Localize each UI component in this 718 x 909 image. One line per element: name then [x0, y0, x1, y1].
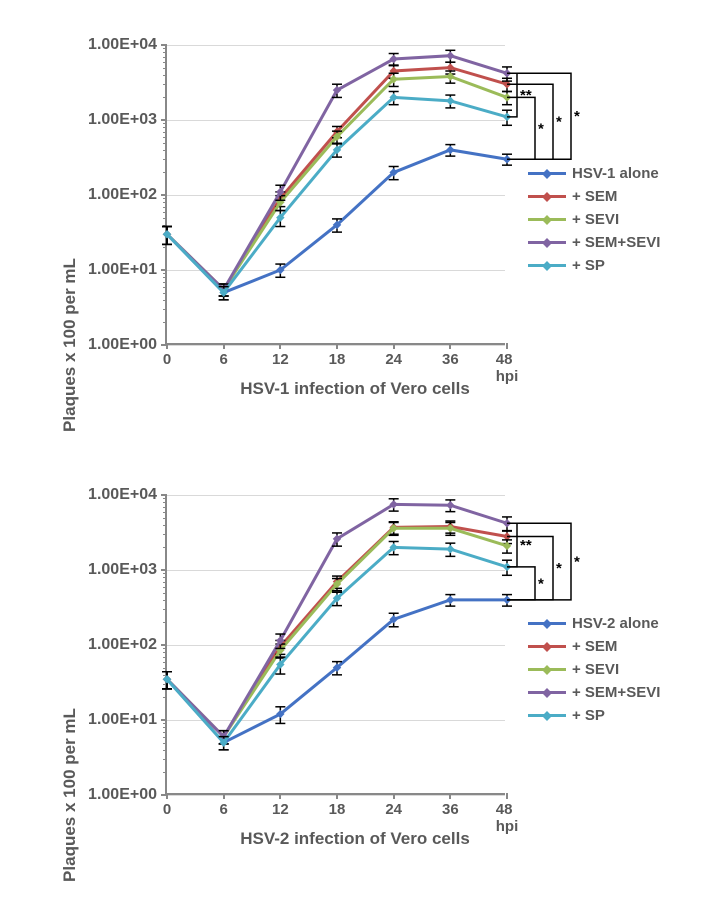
- legend-item-alone: HSV-2 alone: [528, 615, 660, 632]
- legend-line: [528, 691, 566, 694]
- chart-panel-bottom: 1.00E+00 1.00E+01 1.00E+02 1.00E+03 1.00E+04…: [40, 470, 670, 850]
- x-tick-label: 36: [442, 801, 459, 818]
- legend-marker-icon: [542, 169, 552, 179]
- significance-label: *: [574, 108, 580, 125]
- significance-label: *: [556, 560, 562, 577]
- legend-label: + SEM+SEVI: [572, 684, 660, 701]
- legend-item-sp: + SP: [528, 257, 660, 274]
- x-tick-label: 12: [272, 801, 289, 818]
- x-tick-label: 0: [163, 351, 171, 368]
- y-tick-label: 1.00E+03: [88, 111, 157, 129]
- legend-marker-icon: [542, 215, 552, 225]
- x-tick-label: 24: [385, 351, 402, 368]
- significance-bracket: [507, 73, 517, 117]
- y-tick-label: 1.00E+03: [88, 561, 157, 579]
- y-axis-title: Plaques x 100 per mL: [60, 258, 80, 432]
- x-tick-label: 18: [329, 801, 346, 818]
- legend-line: [528, 195, 566, 198]
- series-svg: [167, 495, 507, 795]
- legend: HSV-1 alone + SEM + SEVI + SEM+SEVI + SP: [528, 165, 660, 280]
- legend-marker-icon: [542, 711, 552, 721]
- legend-marker-icon: [542, 688, 552, 698]
- legend-item-semsevi: + SEM+SEVI: [528, 234, 660, 251]
- legend-line: [528, 264, 566, 267]
- legend-label: + SEVI: [572, 661, 619, 678]
- legend-marker-icon: [542, 192, 552, 202]
- y-tick-label: 1.00E+02: [88, 636, 157, 654]
- x-tick-label: 48 hpi: [496, 351, 519, 385]
- legend-marker-icon: [542, 642, 552, 652]
- series-marker: [446, 501, 454, 509]
- y-tick-label: 1.00E+00: [88, 336, 157, 354]
- x-tick-label: 36: [442, 351, 459, 368]
- series-svg: [167, 45, 507, 345]
- legend-marker-icon: [542, 619, 552, 629]
- series-line-sem: [167, 527, 507, 737]
- x-axis-title: HSV-1 infection of Vero cells: [240, 379, 470, 399]
- series-line-sevi: [167, 77, 507, 290]
- x-tick-label: 0: [163, 801, 171, 818]
- y-tick-label: 1.00E+02: [88, 186, 157, 204]
- y-tick-label: 1.00E+01: [88, 261, 157, 279]
- legend-marker-icon: [542, 665, 552, 675]
- legend-label: + SP: [572, 257, 605, 274]
- x-tick-label: 6: [219, 351, 227, 368]
- legend-item-sem: + SEM: [528, 188, 660, 205]
- legend-line: [528, 645, 566, 648]
- legend-item-alone: HSV-1 alone: [528, 165, 660, 182]
- significance-label: *: [538, 120, 544, 137]
- y-axis-title: Plaques x 100 per mL: [60, 708, 80, 882]
- x-tick-label: 48 hpi: [496, 801, 519, 835]
- significance-bracket: [507, 97, 535, 159]
- y-tick-label: 1.00E+04: [88, 486, 157, 504]
- legend-item-sp: + SP: [528, 707, 660, 724]
- y-tick-label: 1.00E+04: [88, 36, 157, 54]
- y-tick-label: 1.00E+00: [88, 786, 157, 804]
- series-marker: [446, 596, 454, 604]
- legend-label: HSV-1 alone: [572, 165, 659, 182]
- significance-label: *: [574, 554, 580, 571]
- series-marker: [446, 146, 454, 154]
- plot-area: 1.00E+001.00E+011.00E+021.00E+031.00E+04…: [165, 45, 505, 345]
- significance-label: **: [520, 537, 532, 554]
- legend-line: [528, 172, 566, 175]
- legend-item-sevi: + SEVI: [528, 211, 660, 228]
- series-marker: [446, 545, 454, 553]
- significance-label: **: [520, 87, 532, 104]
- legend-label: + SP: [572, 707, 605, 724]
- significance-bracket: [507, 567, 535, 600]
- legend-line: [528, 668, 566, 671]
- legend-line: [528, 218, 566, 221]
- legend-item-semsevi: + SEM+SEVI: [528, 684, 660, 701]
- x-tick-label: 12: [272, 351, 289, 368]
- x-tick-label: 24: [385, 801, 402, 818]
- legend-line: [528, 622, 566, 625]
- x-tick-label: 6: [219, 801, 227, 818]
- x-tick-label: 18: [329, 351, 346, 368]
- y-tick-label: 1.00E+01: [88, 711, 157, 729]
- legend: HSV-2 alone + SEM + SEVI + SEM+SEVI + SP: [528, 615, 660, 730]
- legend-label: + SEM+SEVI: [572, 234, 660, 251]
- x-axis-title: HSV-2 infection of Vero cells: [240, 829, 470, 849]
- legend-line: [528, 241, 566, 244]
- significance-bracket: [507, 523, 517, 567]
- chart-panel-top: 1.00E+00 1.00E+01 1.00E+02 1.00E+03 1.00E+04…: [40, 20, 670, 400]
- legend-marker-icon: [542, 261, 552, 271]
- significance-label: *: [556, 114, 562, 131]
- legend-item-sevi: + SEVI: [528, 661, 660, 678]
- legend-label: + SEVI: [572, 211, 619, 228]
- legend-item-sem: + SEM: [528, 638, 660, 655]
- legend-line: [528, 714, 566, 717]
- plot-area: 1.00E+001.00E+011.00E+021.00E+031.00E+04…: [165, 495, 505, 795]
- legend-label: + SEM: [572, 638, 617, 655]
- significance-label: *: [538, 575, 544, 592]
- series-line-sevi: [167, 528, 507, 736]
- figure-container: 1.00E+00 1.00E+01 1.00E+02 1.00E+03 1.00E+04…: [0, 0, 718, 909]
- legend-label: + SEM: [572, 188, 617, 205]
- series-line-sem: [167, 68, 507, 290]
- legend-label: HSV-2 alone: [572, 615, 659, 632]
- series-marker: [446, 97, 454, 105]
- legend-marker-icon: [542, 238, 552, 248]
- series-marker: [446, 51, 454, 59]
